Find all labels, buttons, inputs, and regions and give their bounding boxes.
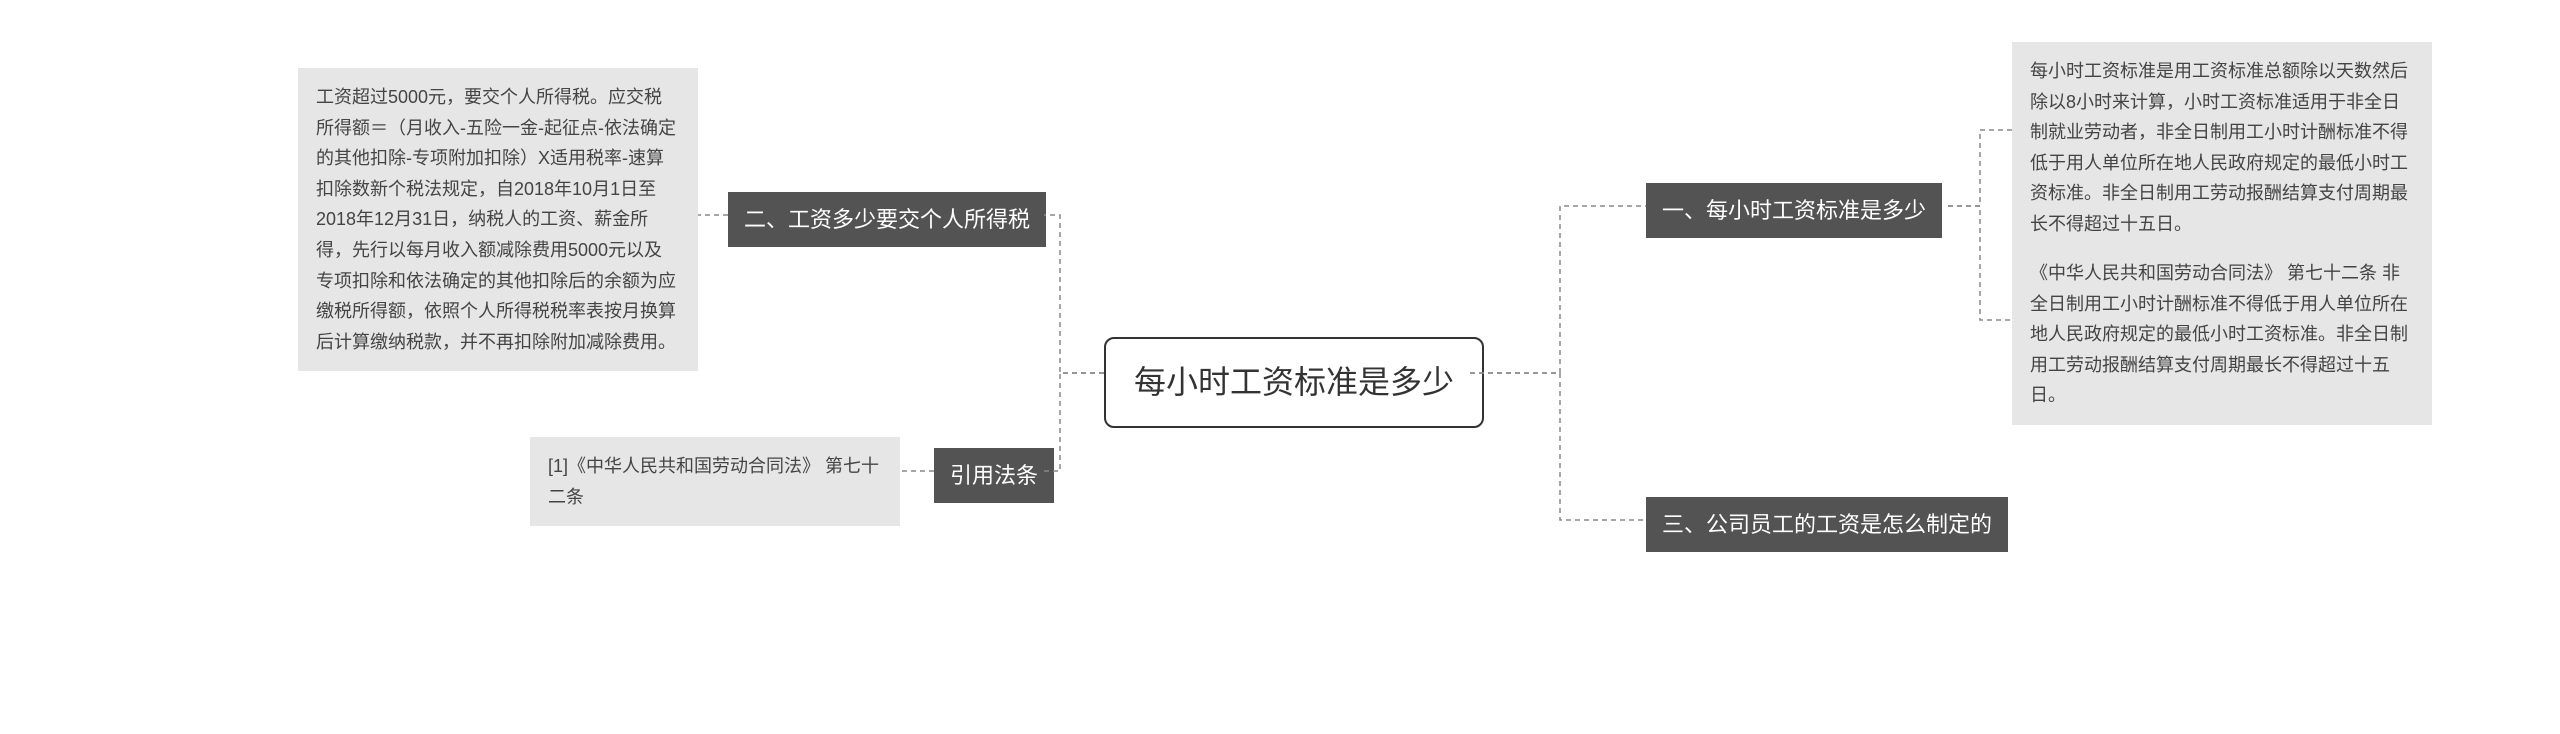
mindmap-center: 每小时工资标准是多少 (1104, 337, 1484, 428)
branch-right-2: 三、公司员工的工资是怎么制定的 (1646, 497, 2008, 552)
branch-left-1: 二、工资多少要交个人所得税 (728, 192, 1046, 247)
leaf-left-1-a: 工资超过5000元，要交个人所得税。应交税所得额＝（月收入-五险一金-起征点-依… (298, 68, 698, 371)
branch-right-1: 一、每小时工资标准是多少 (1646, 183, 1942, 238)
branch-left-2: 引用法条 (934, 448, 1054, 503)
leaf-right-1-a: 每小时工资标准是用工资标准总额除以天数然后除以8小时来计算，小时工资标准适用于非… (2012, 42, 2432, 254)
leaf-right-1-b: 《中华人民共和国劳动合同法》 第七十二条 非全日制用工小时计酬标准不得低于用人单… (2012, 244, 2432, 425)
leaf-left-2-a: [1]《中华人民共和国劳动合同法》 第七十二条 (530, 437, 900, 526)
